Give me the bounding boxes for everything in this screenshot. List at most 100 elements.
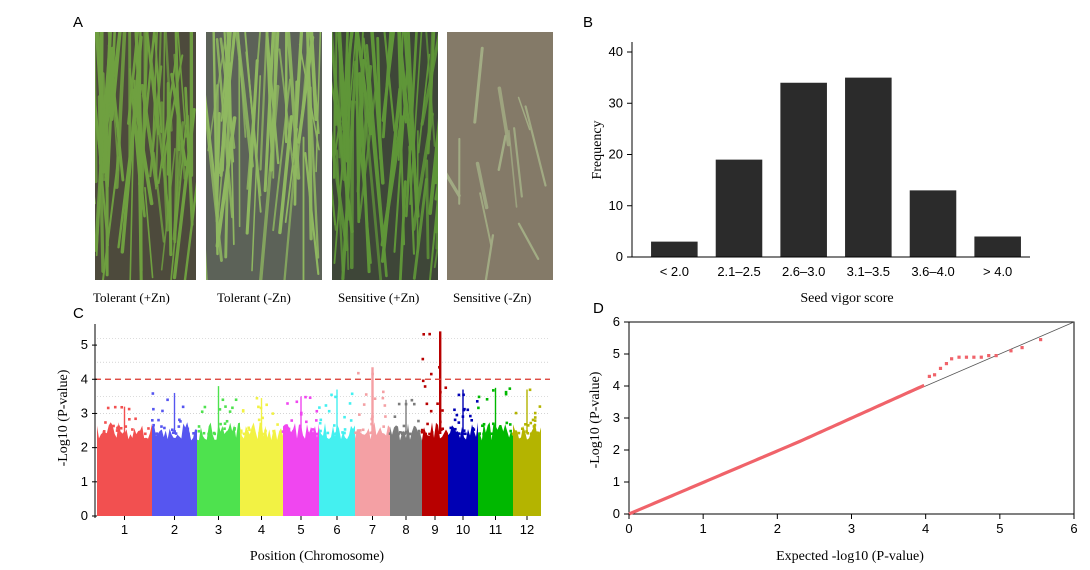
y-axis-label: -Log10 (P-value) xyxy=(56,369,71,466)
snp-point xyxy=(382,425,385,428)
snp-point xyxy=(382,391,385,394)
qq-point xyxy=(980,356,983,359)
snp-point xyxy=(265,403,268,406)
x-tick-label: 3.1–3.5 xyxy=(847,264,890,279)
qq-point xyxy=(972,356,975,359)
snp-point xyxy=(401,433,404,436)
y-tick-label: 3 xyxy=(81,405,88,420)
snp-point xyxy=(166,398,169,401)
y-tick-label: 6 xyxy=(613,314,620,329)
snp-point xyxy=(286,402,289,405)
snp-point xyxy=(436,402,439,405)
snp-point xyxy=(198,430,201,433)
x-tick-label: 3 xyxy=(848,521,855,536)
y-tick-label: 5 xyxy=(81,337,88,352)
snp-point xyxy=(359,433,362,436)
qq-point xyxy=(945,362,948,365)
snp-point xyxy=(219,423,222,426)
y-axis-label: -Log10 (P-value) xyxy=(588,371,603,468)
qq-point xyxy=(957,356,960,359)
x-tick-label: 3.6–4.0 xyxy=(911,264,954,279)
qq-point xyxy=(1009,349,1012,352)
snp-point xyxy=(223,427,226,430)
snp-point xyxy=(242,409,245,412)
chromosome-point-cluster xyxy=(97,422,152,516)
snp-point xyxy=(290,419,293,422)
snp-point xyxy=(315,433,318,436)
snp-point xyxy=(498,429,501,432)
histogram-bar xyxy=(845,78,892,257)
snp-point xyxy=(111,432,114,435)
snp-point xyxy=(430,373,433,376)
chromosome-point-cluster xyxy=(422,422,448,516)
snp-point xyxy=(417,420,420,423)
snp-point xyxy=(290,433,293,436)
photo-caption: Sensitive (-Zn) xyxy=(453,290,531,306)
photo-tolerant-plus-zn xyxy=(95,32,196,280)
snp-point xyxy=(222,398,225,401)
chromosome-point-cluster xyxy=(283,423,319,516)
snp-point xyxy=(224,405,227,408)
snp-point xyxy=(107,407,110,410)
x-tick-label: 0 xyxy=(625,521,632,536)
y-tick-label: 4 xyxy=(81,371,88,386)
snp-point xyxy=(285,428,288,431)
snp-point xyxy=(534,412,537,415)
x-tick-label: 6 xyxy=(333,522,340,537)
snp-point xyxy=(426,423,429,426)
snp-point xyxy=(182,406,185,409)
snp-point xyxy=(422,380,425,383)
snp-point xyxy=(285,424,288,427)
snp-point xyxy=(203,432,206,435)
snp-point xyxy=(147,427,150,430)
snp-point xyxy=(512,433,515,436)
y-tick-label: 2 xyxy=(81,440,88,455)
y-tick-label: 20 xyxy=(609,147,623,162)
snp-point xyxy=(382,397,385,400)
snp-point xyxy=(112,425,115,428)
snp-point xyxy=(365,393,368,396)
snp-point xyxy=(161,410,164,413)
snp-point xyxy=(506,422,509,425)
snp-point xyxy=(204,406,207,409)
y-tick-label: 1 xyxy=(81,474,88,489)
snp-point xyxy=(408,433,411,436)
snp-point xyxy=(449,427,452,430)
histogram-bar xyxy=(780,83,827,257)
snp-point xyxy=(518,432,521,435)
chromosome-point-cluster xyxy=(478,422,513,516)
snp-point xyxy=(319,422,322,425)
snp-point xyxy=(104,421,107,424)
snp-point xyxy=(505,433,508,436)
snp-point xyxy=(152,392,155,395)
snp-point xyxy=(233,428,236,431)
snp-point xyxy=(469,415,472,418)
snp-point xyxy=(454,419,457,422)
snp-point xyxy=(343,432,346,435)
photo-tolerant-minus-zn xyxy=(206,32,322,280)
snp-point xyxy=(456,414,459,417)
y-tick-label: 0 xyxy=(81,508,88,523)
snp-point xyxy=(413,403,416,406)
snp-point xyxy=(476,400,479,403)
chromosome-point-cluster xyxy=(355,422,390,516)
snp-point xyxy=(486,398,489,401)
x-tick-label: 6 xyxy=(1070,521,1077,536)
snp-point xyxy=(151,419,154,422)
snp-point xyxy=(398,403,401,406)
chromosome-point-cluster xyxy=(240,423,283,516)
chromosome-point-cluster xyxy=(513,423,541,516)
snp-point xyxy=(453,408,456,411)
snp-point xyxy=(466,408,469,411)
snp-point xyxy=(229,410,232,413)
snp-point xyxy=(422,333,425,336)
qq-point xyxy=(939,367,942,370)
qq-point xyxy=(950,357,953,360)
snp-point xyxy=(272,430,275,433)
photo-caption: Tolerant (-Zn) xyxy=(217,290,291,306)
snp-point xyxy=(472,427,475,430)
qq-point xyxy=(1020,346,1023,349)
snp-point xyxy=(320,419,323,422)
chromosome-point-cluster xyxy=(152,422,197,516)
